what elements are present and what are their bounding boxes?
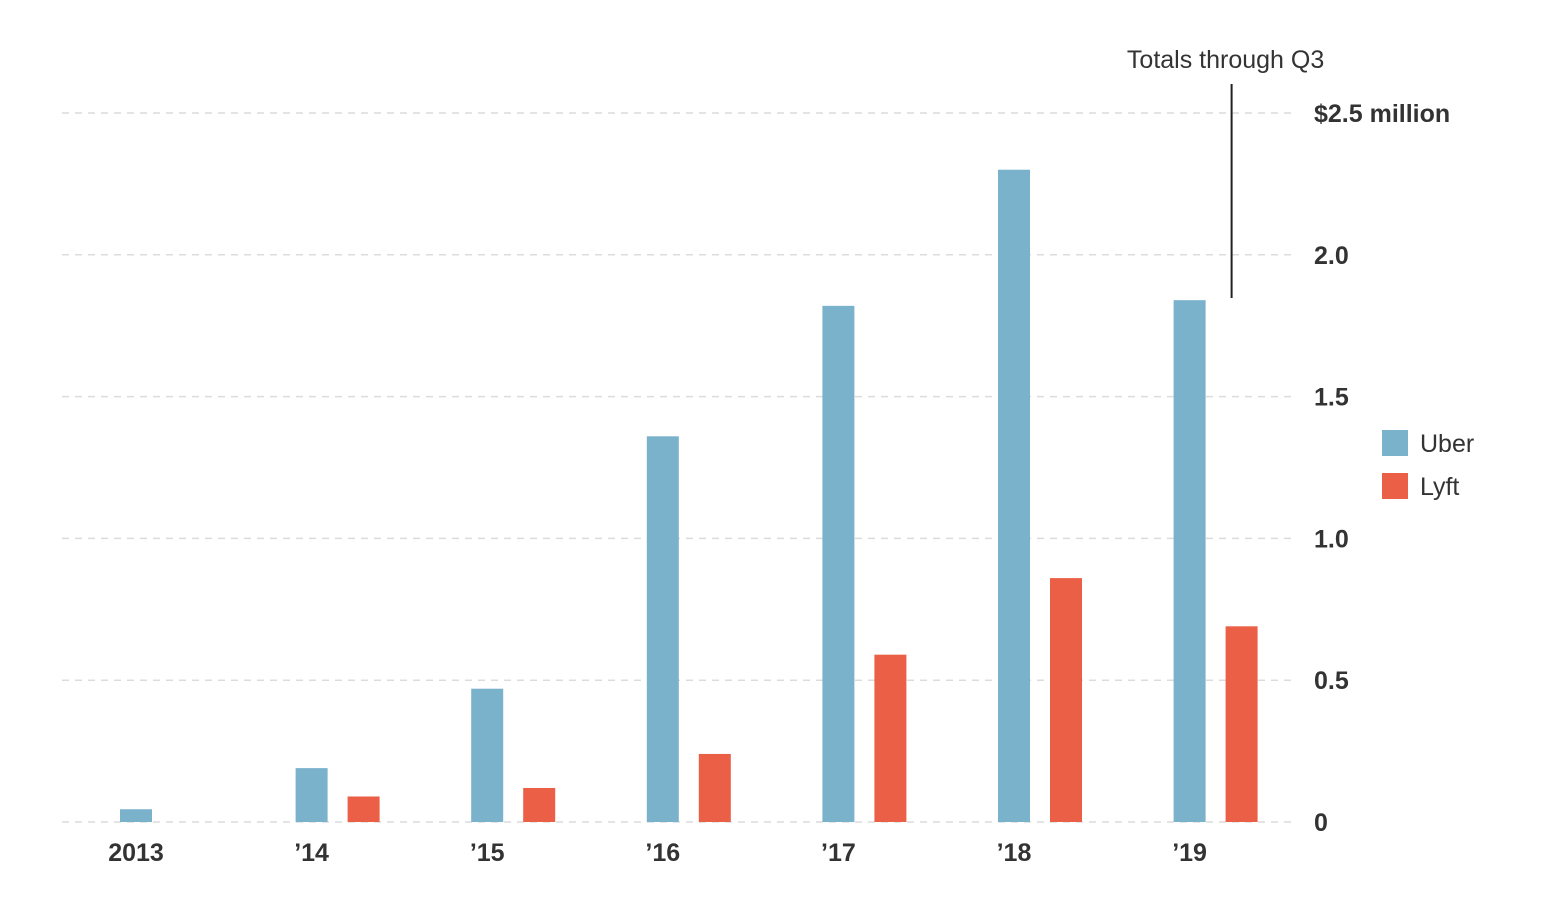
y-axis: 0 0.5 1.0 1.5 2.0 $2.5 million xyxy=(1314,100,1450,837)
y-tick-label: 1.0 xyxy=(1314,525,1349,553)
bar-uber-17 xyxy=(822,305,855,822)
x-tick-label: ’19 xyxy=(1172,839,1207,867)
gridlines xyxy=(62,112,1296,823)
bars xyxy=(120,169,1258,823)
annotation-text: Totals through Q3 xyxy=(1127,46,1324,74)
bar-uber-14 xyxy=(295,768,328,822)
x-tick-label: ’16 xyxy=(645,839,680,867)
bar-uber-18 xyxy=(998,169,1030,823)
bar-uber-19 xyxy=(1173,300,1206,822)
bar-lyft-16 xyxy=(698,753,731,822)
bar-lyft-19 xyxy=(1225,626,1258,822)
x-axis: 2013 ’14 ’15 ’16 ’17 ’18 ’19 xyxy=(108,839,1207,867)
legend-label-lyft: Lyft xyxy=(1420,473,1459,501)
annotation: Totals through Q3 xyxy=(1127,46,1324,298)
y-tick-label: $2.5 million xyxy=(1314,100,1450,128)
y-tick-label: 0 xyxy=(1314,809,1328,837)
x-tick-label: ’17 xyxy=(821,839,856,867)
y-tick-label: 0.5 xyxy=(1314,667,1349,695)
x-tick-label: ’18 xyxy=(997,839,1032,867)
x-tick-label: ’15 xyxy=(470,839,505,867)
bar-lyft-15 xyxy=(523,787,556,822)
legend-label-uber: Uber xyxy=(1420,430,1474,458)
bar-uber-16 xyxy=(646,436,679,822)
bar-lyft-17 xyxy=(874,654,907,822)
legend: Uber Lyft xyxy=(1382,430,1474,501)
bar-lyft-14 xyxy=(347,796,380,822)
legend-swatch-uber xyxy=(1382,430,1408,456)
y-tick-label: 1.5 xyxy=(1314,384,1349,412)
bar-uber-15 xyxy=(471,688,504,822)
x-tick-label: 2013 xyxy=(108,839,164,867)
x-tick-label: ’14 xyxy=(294,839,329,867)
bar-uber-2013 xyxy=(120,809,152,822)
legend-swatch-lyft xyxy=(1382,473,1408,499)
y-tick-label: 2.0 xyxy=(1314,242,1349,270)
bar-lyft-18 xyxy=(1050,578,1082,822)
